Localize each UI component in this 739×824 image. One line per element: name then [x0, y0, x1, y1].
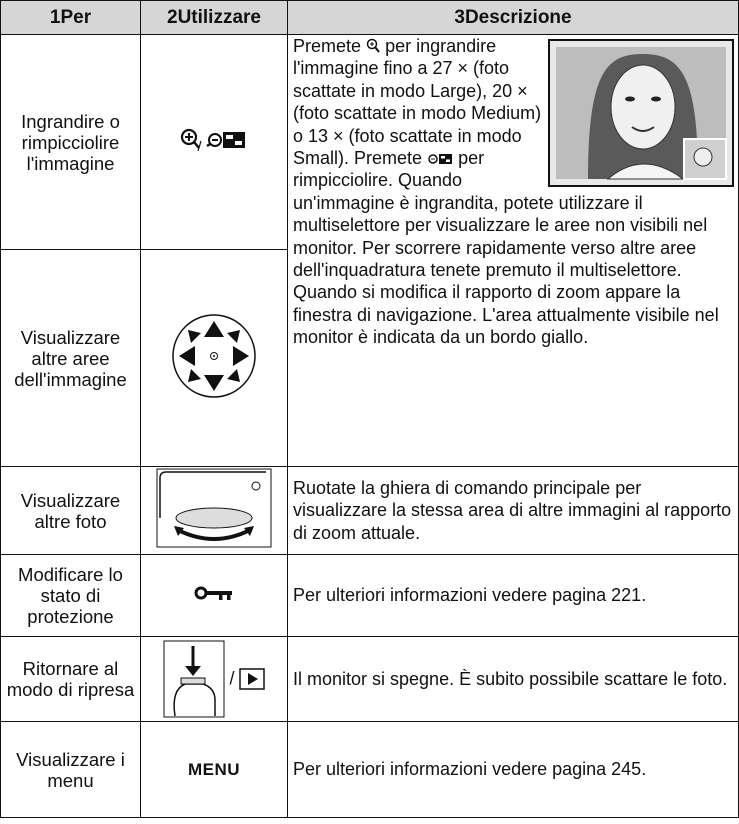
- play-icon: [239, 668, 265, 690]
- desc-cell: Per ulteriori informazioni vedere pagina…: [287, 554, 739, 637]
- dial-icon: [156, 468, 272, 548]
- shutter-icon: [163, 640, 225, 718]
- zoom-in-icon: [366, 38, 380, 53]
- header-cell: 1Per: [0, 0, 141, 35]
- menu-label: MENU: [140, 721, 288, 818]
- header-cell: 3Descrizione: [287, 0, 739, 35]
- per-cell: Ritornare al modo di ripresa: [0, 636, 141, 722]
- desc-text: Premete: [293, 36, 362, 56]
- row: Visualizzare altre foto Ruotate la ghier…: [0, 466, 739, 555]
- desc-cell: Premete per ingrandire l'immagine fino a…: [287, 34, 739, 467]
- desc-cell: Per ulteriori informazioni vedere pagina…: [287, 721, 739, 818]
- per-cell: Visualizzare altre foto: [0, 466, 141, 555]
- per-cell: Modificare lo stato di protezione: [0, 554, 141, 637]
- per-cell: Ingrandire o rimpicciolire l'immagine: [0, 34, 141, 250]
- key-icon: [194, 586, 232, 600]
- use-cell: /: [140, 636, 288, 722]
- use-cell: [140, 249, 288, 467]
- zoom-icons: [180, 128, 245, 151]
- row: Visualizzare i menu MENU Per ulteriori i…: [0, 721, 739, 818]
- header-cell: 2Utilizzare: [140, 0, 288, 35]
- per-cell: Visualizzare i menu: [0, 721, 141, 818]
- photo: [548, 39, 734, 187]
- desc-text: per rimpicciolire. Quando un'immagine è …: [293, 148, 719, 348]
- row: Visualizzare altre aree dell'immagine: [0, 249, 739, 467]
- use-cell: [140, 34, 288, 250]
- use-cell: [140, 554, 288, 637]
- zoom-out-icon: [428, 154, 453, 165]
- row: Ritornare al modo di ripresa / Il monito…: [0, 636, 739, 722]
- desc-cell: Il monitor si spegne. È subito possibile…: [287, 636, 739, 722]
- header-row: 1Per 2Utilizzare 3Descrizione: [0, 0, 739, 35]
- row: Ingrandire o rimpicciolire l'immagine Pr…: [0, 34, 739, 467]
- separator: /: [229, 668, 235, 689]
- use-cell: [140, 466, 288, 555]
- desc-cell: Ruotate la ghiera di comando principale …: [287, 466, 739, 555]
- row: Modificare lo stato di protezione Per ul…: [0, 554, 739, 637]
- multiselector-icon: [172, 313, 256, 398]
- desc-text: per ingrandire l'immagine fino a 27 × (f…: [293, 36, 542, 169]
- per-cell: Visualizzare altre aree dell'immagine: [0, 249, 141, 467]
